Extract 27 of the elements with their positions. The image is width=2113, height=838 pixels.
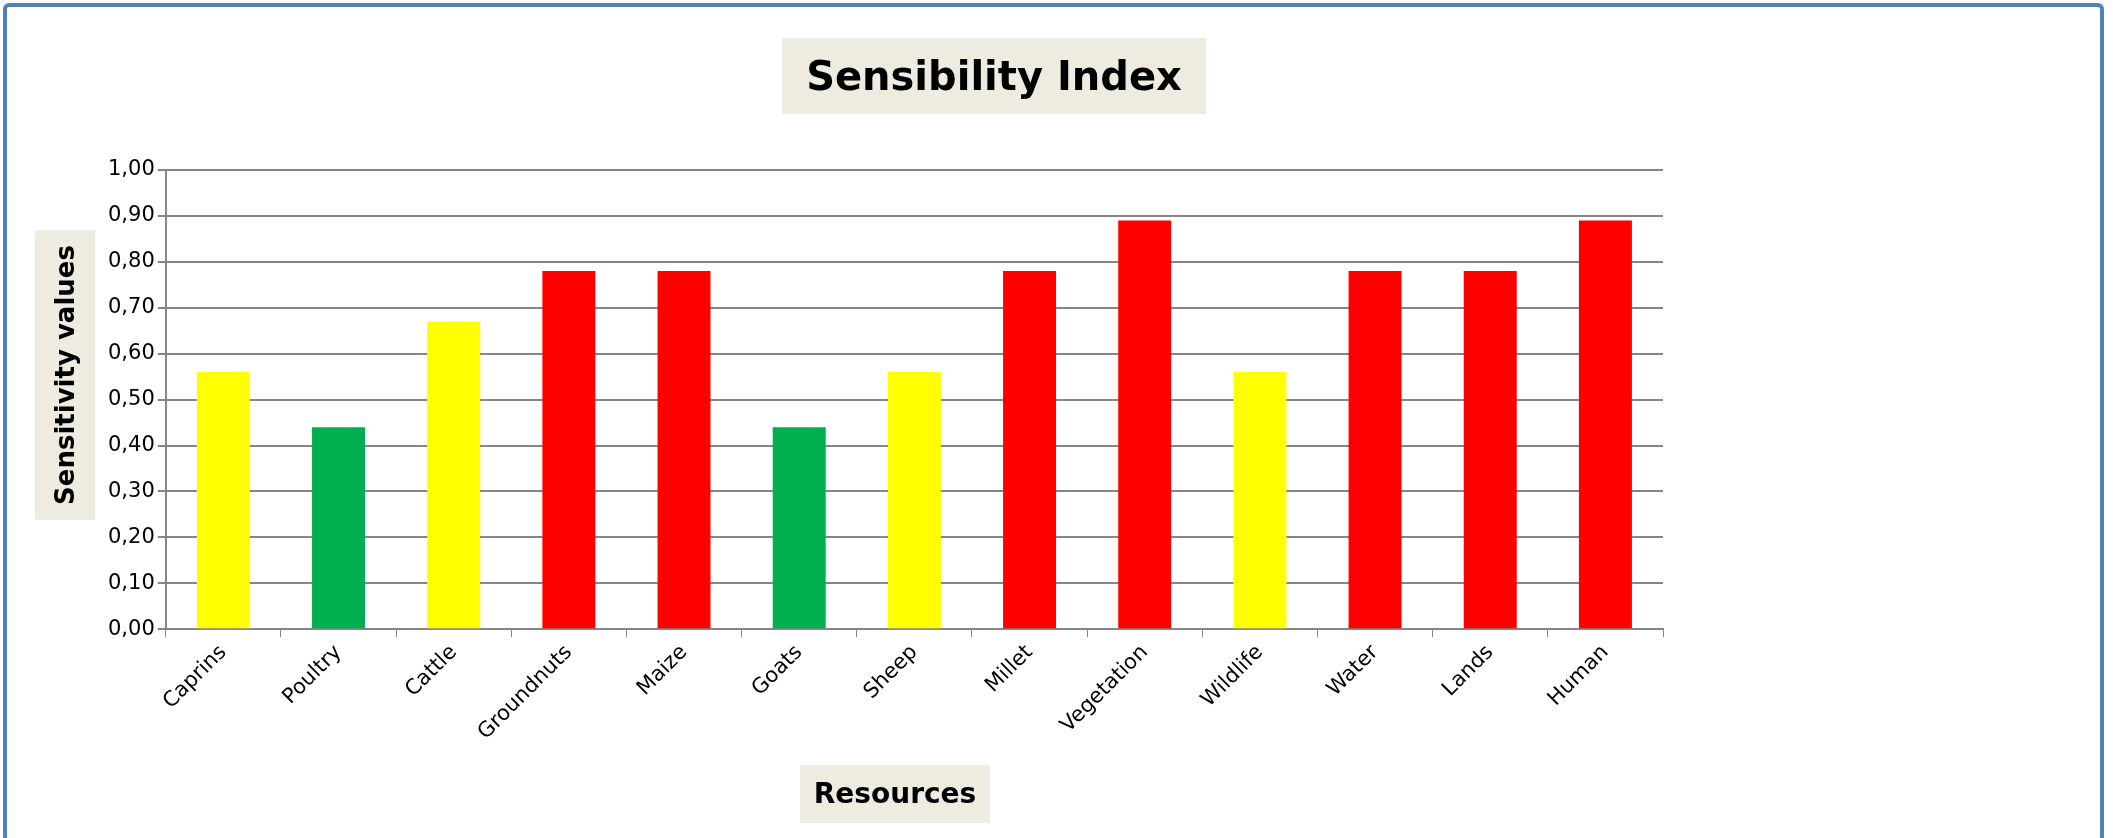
bar <box>887 372 941 629</box>
y-tick-label: 0,40 <box>107 431 155 456</box>
bar <box>1233 372 1287 629</box>
y-tick-label: 0,10 <box>107 569 155 594</box>
y-tick-label: 0,70 <box>107 294 155 319</box>
bar <box>1578 220 1632 629</box>
bar <box>1118 220 1172 629</box>
bar <box>657 271 711 629</box>
chart-title: Sensibility Index <box>782 38 1206 114</box>
y-tick-label: 0,00 <box>107 615 155 640</box>
bar <box>542 271 596 629</box>
x-axis-title: Resources <box>800 765 990 823</box>
bar <box>1003 271 1057 629</box>
y-tick-label: 0,30 <box>107 477 155 502</box>
y-tick-label: 0,60 <box>107 340 155 365</box>
y-tick-label: 1,00 <box>107 156 155 181</box>
y-axis-title: Sensitivity values <box>50 245 80 505</box>
bar <box>427 321 481 629</box>
bar <box>772 427 826 629</box>
y-tick-label: 0,20 <box>107 523 155 548</box>
y-tick-label: 0,80 <box>107 248 155 273</box>
bar <box>1463 271 1517 629</box>
bar <box>312 427 366 629</box>
bar <box>1348 271 1402 629</box>
y-tick-label: 0,50 <box>107 386 155 411</box>
bar <box>196 372 250 629</box>
y-tick-label: 0,90 <box>107 202 155 227</box>
